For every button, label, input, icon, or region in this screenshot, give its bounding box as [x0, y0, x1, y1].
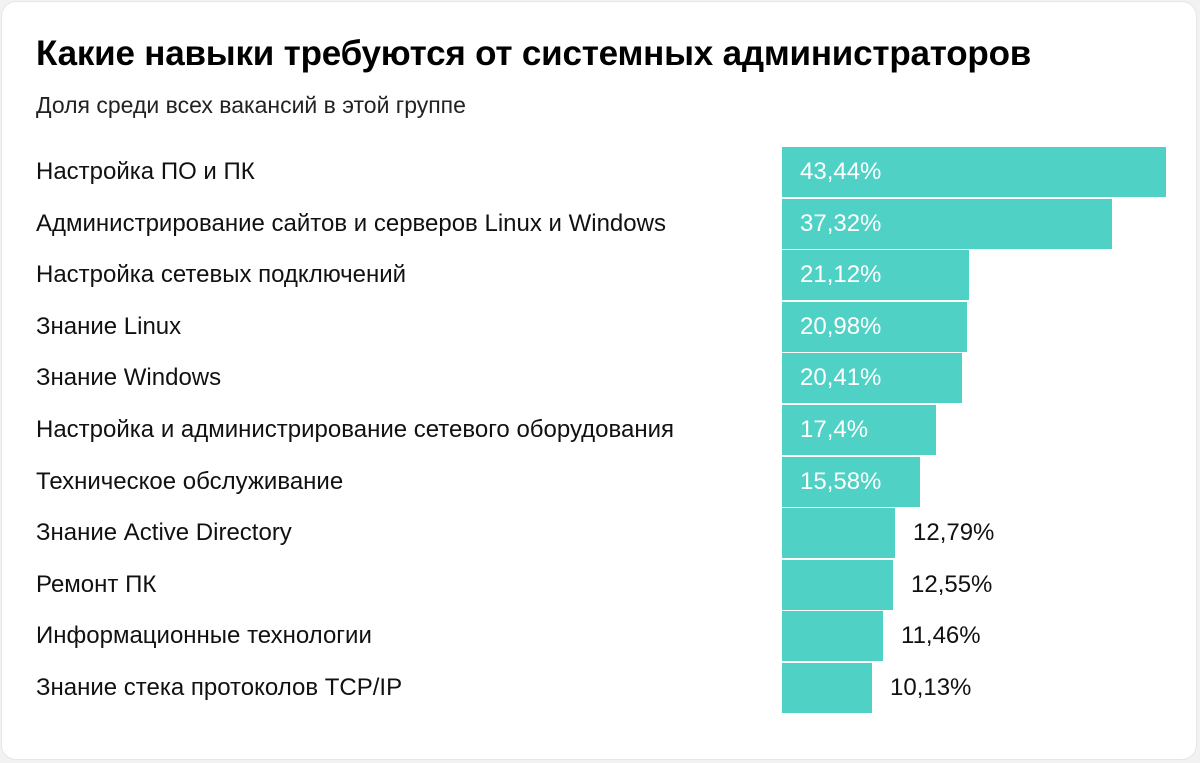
value-label: 12,79% [913, 519, 995, 546]
bar [782, 353, 962, 403]
value-label: 21,12% [800, 261, 882, 288]
value-label: 15,58% [800, 468, 882, 495]
chart-subtitle: Доля среди всех вакансий в этой группе [36, 92, 466, 118]
value-label: 20,41% [800, 364, 882, 391]
category-label: Знание Active Directory [36, 519, 292, 546]
bar [782, 405, 936, 455]
category-label: Знание Windows [36, 364, 222, 391]
bar-row: Настройка ПО и ПК 43,44% [2, 147, 1196, 197]
bar-row: Знание стека протоколов TCP/IP 10,13% [2, 663, 1196, 713]
bar-row: Знание Linux 20,98% [2, 302, 1196, 352]
value-label: 11,46% [901, 622, 981, 649]
bar-row: Администрирование сайтов и серверов Linu… [2, 199, 1196, 249]
value-label: 17,4% [800, 416, 869, 443]
bar-row: Знание Windows 20,41% [2, 353, 1196, 403]
category-label: Знание Linux [36, 313, 182, 340]
category-label: Настройка и администрирование сетевого о… [36, 416, 675, 443]
bar [782, 147, 1166, 197]
bar-row: Настройка сетевых подключений 21,12% [2, 250, 1196, 300]
value-label: 12,55% [911, 571, 993, 598]
category-label: Настройка сетевых подключений [36, 261, 407, 288]
category-label: Ремонт ПК [36, 571, 157, 598]
category-label: Настройка ПО и ПК [36, 158, 255, 185]
bar [782, 508, 895, 558]
bar [782, 457, 920, 507]
category-label: Информационные технологии [36, 622, 372, 649]
bar-row: Техническое обслуживание 15,58% [2, 457, 1196, 507]
bar-row: Настройка и администрирование сетевого о… [2, 405, 1196, 455]
bar [782, 560, 893, 610]
category-label: Знание стека протоколов TCP/IP [36, 674, 403, 701]
value-label: 43,44% [800, 158, 882, 185]
category-label: Техническое обслуживание [36, 468, 344, 495]
bar [782, 663, 872, 713]
chart-title: Какие навыки требуются от системных адми… [36, 34, 1032, 73]
bar-row: Знание Active Directory 12,79% [2, 508, 1196, 558]
bar [782, 199, 1112, 249]
bar [782, 250, 969, 300]
bar-row: Информационные технологии 11,46% [2, 611, 1196, 661]
bar [782, 302, 967, 352]
value-label: 20,98% [800, 313, 882, 340]
category-label: Администрирование сайтов и серверов Linu… [36, 210, 666, 237]
bar-row: Ремонт ПК 12,55% [2, 560, 1196, 610]
value-label: 37,32% [800, 210, 882, 237]
value-label: 10,13% [890, 674, 972, 701]
bar [782, 611, 883, 661]
